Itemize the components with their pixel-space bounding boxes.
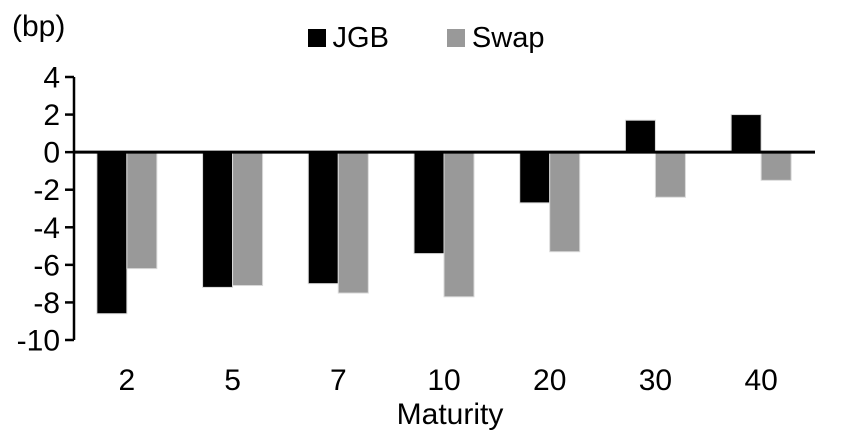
y-tick-label: -4 (33, 212, 60, 245)
y-tick-label: -10 (17, 325, 60, 358)
legend-label-swap: Swap (471, 21, 545, 54)
legend-label-jgb: JGB (332, 21, 389, 54)
x-category-label-40: 40 (744, 364, 777, 397)
y-tick-label: 0 (43, 137, 60, 170)
y-tick-label: -8 (33, 287, 60, 320)
y-tick-label: 2 (43, 99, 60, 132)
y-tick-label: -6 (33, 249, 60, 282)
bar-swap-2 (126, 151, 158, 270)
legend-item-swap: Swap (446, 21, 545, 55)
bar-swap-7 (337, 151, 369, 294)
legend-item-jgb: JGB (307, 21, 389, 55)
legend: JGB Swap (0, 20, 852, 56)
bar-jgb-10 (413, 151, 445, 255)
bar-jgb-40 (730, 114, 762, 153)
bar-swap-30 (654, 151, 686, 198)
jgb-series-swatch-icon (307, 29, 326, 47)
bar-swap-5 (232, 151, 264, 287)
bar-swap-20 (549, 151, 581, 253)
swap-series-swatch-icon (446, 29, 465, 47)
x-category-label-2: 2 (119, 364, 136, 397)
bar-jgb-20 (519, 151, 551, 204)
bar-jgb-5 (202, 151, 234, 288)
bar-jgb-7 (307, 151, 339, 285)
bar-swap-10 (443, 151, 475, 298)
bar-jgb-30 (624, 119, 656, 153)
y-tick-label: 4 (43, 62, 60, 95)
x-category-label-5: 5 (224, 364, 241, 397)
x-category-label-10: 10 (427, 364, 460, 397)
x-category-label-7: 7 (330, 364, 347, 397)
x-category-label-20: 20 (533, 364, 566, 397)
bar-jgb-2 (96, 151, 128, 315)
y-axis-unit-label: (bp) (12, 10, 66, 43)
x-category-label-30: 30 (639, 364, 672, 397)
x-axis-title: Maturity (396, 398, 504, 431)
y-tick-label: -2 (33, 174, 60, 207)
bar-swap-40 (760, 151, 792, 181)
